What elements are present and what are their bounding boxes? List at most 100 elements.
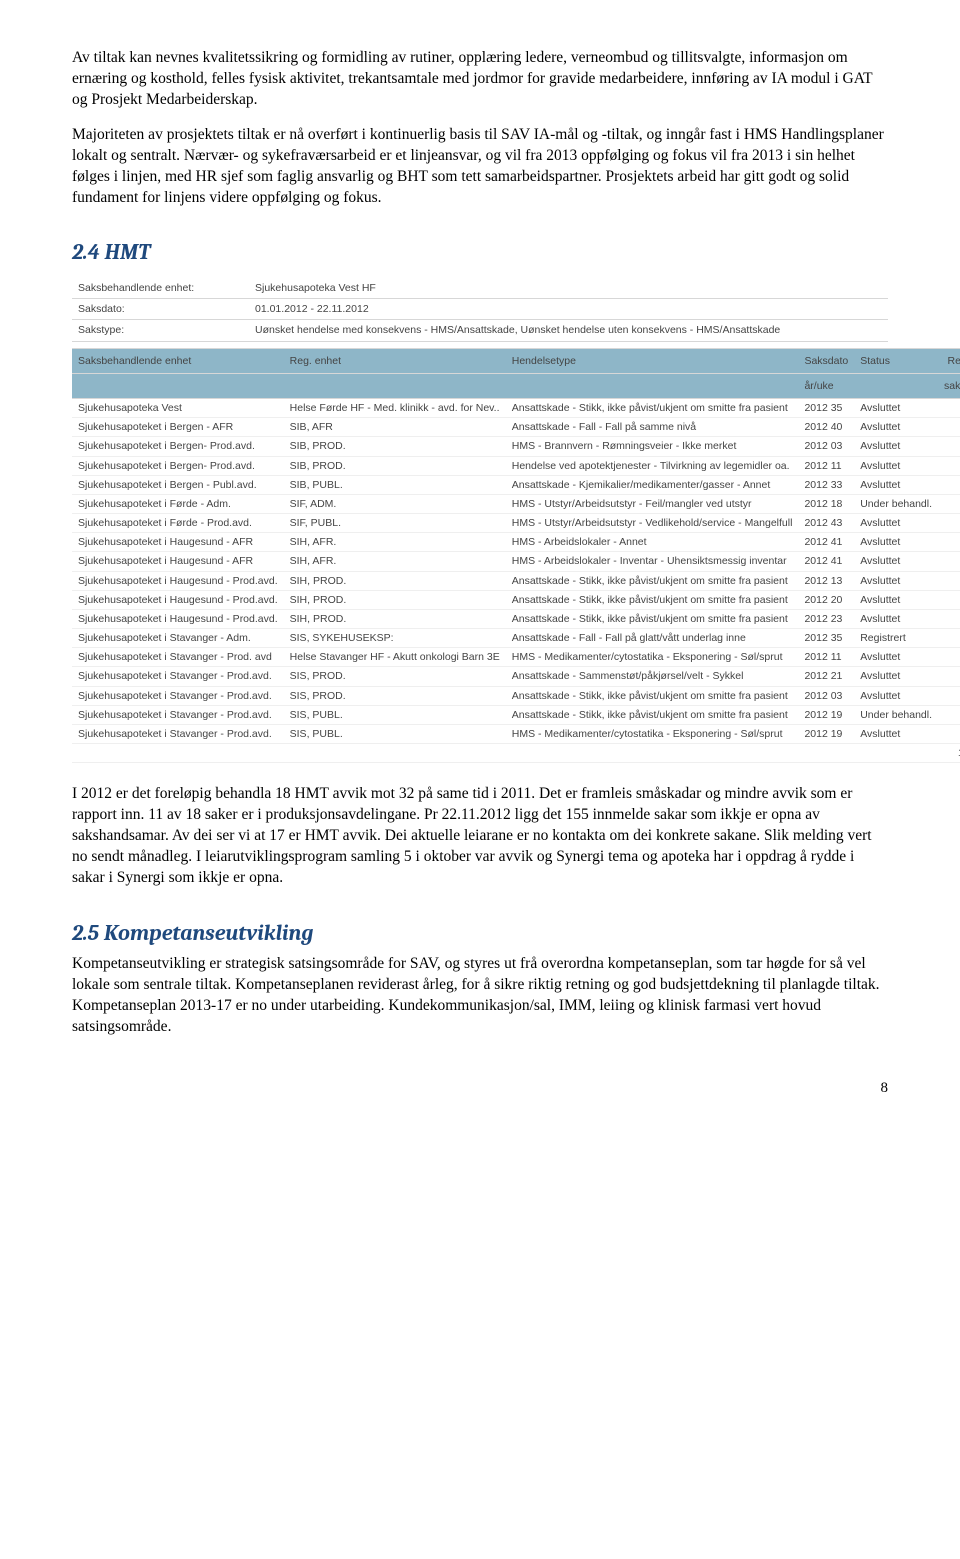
table-row: Sjukehusapoteket i Haugesund - AFRSIH, A… [72, 533, 960, 552]
table-cell: 2012 21 [798, 667, 854, 686]
table-cell: Avsluttet [854, 686, 938, 705]
hmt-table: Saksbehandlende enhet Reg. enhet Hendels… [72, 348, 960, 764]
table-row: Sjukehusapoteket i Stavanger - Adm.SIS, … [72, 629, 960, 648]
table-cell: SIS, PUBL. [284, 724, 506, 743]
table-cell: Sjukehusapoteket i Stavanger - Prod.avd. [72, 667, 284, 686]
table-cell: 2012 03 [798, 437, 854, 456]
table-cell: Ansattskade - Fall - Fall på glatt/vått … [506, 629, 799, 648]
table-cell: 2012 11 [798, 648, 854, 667]
table-cell: Sjukehusapoteket i Bergen - AFR [72, 418, 284, 437]
filter-value: 01.01.2012 - 22.11.2012 [249, 299, 888, 320]
table-cell: Avsluttet [854, 724, 938, 743]
col-count: Reg. [938, 348, 960, 373]
table-cell: Sjukehusapoteket i Bergen - Publ.avd. [72, 475, 284, 494]
table-cell: 2012 13 [798, 571, 854, 590]
table-cell: Hendelse ved apotektjenester - Tilvirkni… [506, 456, 799, 475]
table-cell: SIH, AFR. [284, 533, 506, 552]
table-cell: Sjukehusapoteket i Bergen- Prod.avd. [72, 456, 284, 475]
table-cell: 1 [938, 705, 960, 724]
table-row: Sjukehusapoteket i Stavanger - Prod.avd.… [72, 667, 960, 686]
table-cell: Avsluttet [854, 648, 938, 667]
filter-value: Uønsket hendelse med konsekvens - HMS/An… [249, 320, 888, 341]
filter-table: Saksbehandlende enhet:Sjukehusapoteka Ve… [72, 278, 888, 342]
col-count-2: saker [938, 373, 960, 398]
table-cell: 1 [938, 475, 960, 494]
table-cell: 2012 23 [798, 609, 854, 628]
table-cell: Avsluttet [854, 533, 938, 552]
body-paragraph: Kompetanseutvikling er strategisk satsin… [72, 954, 888, 1038]
table-cell: 2012 03 [798, 686, 854, 705]
table-cell: SIH, PROD. [284, 590, 506, 609]
table-cell: Registrert [854, 629, 938, 648]
table-cell: 1 [938, 437, 960, 456]
table-cell: Sjukehusapoteket i Førde - Adm. [72, 494, 284, 513]
table-row: Sjukehusapoteket i Bergen - AFRSIB, AFR A… [72, 418, 960, 437]
table-cell: Avsluttet [854, 667, 938, 686]
table-row: Sjukehusapoteket i Stavanger - Prod.avd.… [72, 686, 960, 705]
table-cell: SIS, PROD. [284, 667, 506, 686]
table-cell: Ansattskade - Stikk, ikke påvist/ukjent … [506, 705, 799, 724]
table-cell: HMS - Brannvern - Rømningsveier - Ikke m… [506, 437, 799, 456]
body-paragraph: Majoriteten av prosjektets tiltak er nå … [72, 125, 888, 209]
table-cell: Ansattskade - Stikk, ikke påvist/ukjent … [506, 609, 799, 628]
table-cell: SIH, PROD. [284, 609, 506, 628]
table-cell: Ansattskade - Stikk, ikke påvist/ukjent … [506, 590, 799, 609]
table-cell: 1 [938, 724, 960, 743]
table-cell: Avsluttet [854, 571, 938, 590]
table-cell: SIB, PUBL. [284, 475, 506, 494]
col-date-2: år/uke [798, 373, 854, 398]
page-number: 8 [72, 1078, 888, 1098]
table-cell: 1 [938, 418, 960, 437]
table-row: Sjukehusapoteket i Bergen- Prod.avd.SIB,… [72, 437, 960, 456]
heading-2-5: 2.5 Kompetanseutvikling [72, 919, 888, 949]
filter-key: Saksdato: [72, 299, 249, 320]
table-cell: Sjukehusapoteket i Haugesund - Prod.avd. [72, 571, 284, 590]
table-cell: SIH, AFR. [284, 552, 506, 571]
table-cell: Ansattskade - Sammenstøt/påkjørsel/velt … [506, 667, 799, 686]
col-status: Status [854, 348, 938, 373]
table-cell: Under behandl. [854, 494, 938, 513]
table-cell: Ansattskade - Kjemikalier/medikamenter/g… [506, 475, 799, 494]
table-cell: SIS, SYKEHUSEKSP: [284, 629, 506, 648]
table-row: Sjukehusapoteket i Haugesund - AFRSIH, A… [72, 552, 960, 571]
table-cell: Sjukehusapoteket i Haugesund - AFR [72, 552, 284, 571]
table-cell: Avsluttet [854, 418, 938, 437]
table-cell: 1 [938, 648, 960, 667]
table-cell: 1 [938, 571, 960, 590]
table-cell: Ansattskade - Stikk, ikke påvist/ukjent … [506, 571, 799, 590]
table-cell: 1 [938, 609, 960, 628]
col-date: Saksdato [798, 348, 854, 373]
table-cell: HMS - Arbeidslokaler - Inventar - Uhensi… [506, 552, 799, 571]
body-paragraph: I 2012 er det foreløpig behandla 18 HMT … [72, 784, 888, 889]
table-cell: SIB, PROD. [284, 437, 506, 456]
col-reg: Reg. enhet [284, 348, 506, 373]
table-cell: Avsluttet [854, 514, 938, 533]
table-row: Sjukehusapoteket i Førde - Prod.avd.SIF,… [72, 514, 960, 533]
filter-key: Saksbehandlende enhet: [72, 278, 249, 299]
table-cell: 2012 41 [798, 533, 854, 552]
table-cell: 1 [938, 533, 960, 552]
table-cell: 2012 20 [798, 590, 854, 609]
table-row: Sjukehusapoteket i Stavanger - Prod. avd… [72, 648, 960, 667]
table-cell: 2012 11 [798, 456, 854, 475]
table-cell: Avsluttet [854, 590, 938, 609]
table-cell: Sjukehusapoteket i Stavanger - Prod.avd. [72, 705, 284, 724]
table-row: Sjukehusapoteket i Haugesund - Prod.avd.… [72, 609, 960, 628]
table-cell: SIF, PUBL. [284, 514, 506, 533]
table-cell: 1 [938, 399, 960, 418]
col-hend: Hendelsetype [506, 348, 799, 373]
table-cell: Avsluttet [854, 475, 938, 494]
filter-value: Sjukehusapoteka Vest HF [249, 278, 888, 299]
table-cell: Avsluttet [854, 456, 938, 475]
table-cell: HMS - Utstyr/Arbeidsutstyr - Feil/mangle… [506, 494, 799, 513]
table-cell: 1 [938, 629, 960, 648]
table-cell: 1 [938, 590, 960, 609]
table-row: Sjukehusapoteket i Stavanger - Prod.avd.… [72, 705, 960, 724]
table-cell: 2012 41 [798, 552, 854, 571]
table-cell: SIB, PROD. [284, 456, 506, 475]
heading-2-4: 2.4 HMT [72, 238, 888, 268]
table-cell: Sjukehusapoteket i Stavanger - Prod.avd. [72, 686, 284, 705]
table-cell: Sjukehusapoteket i Førde - Prod.avd. [72, 514, 284, 533]
table-cell: 1 [938, 686, 960, 705]
table-cell: SIB, AFR [284, 418, 506, 437]
